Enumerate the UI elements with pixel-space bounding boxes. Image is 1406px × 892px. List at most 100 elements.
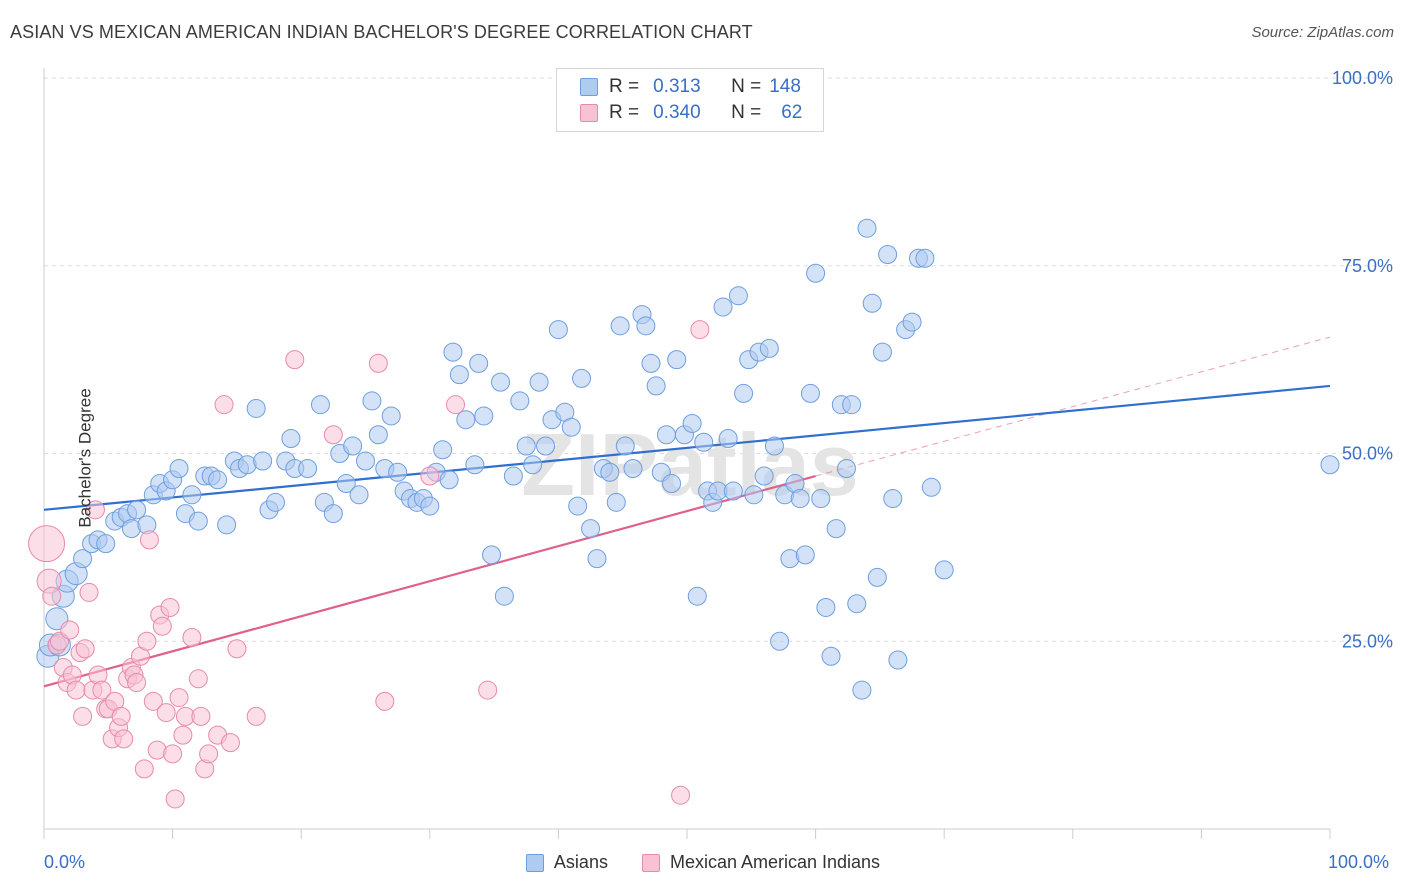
data-point-asians <box>600 462 620 482</box>
data-point-asians <box>821 646 841 666</box>
data-point-asians <box>610 316 630 336</box>
bottom-legend-mexican-american-indians: Mexican American Indians <box>641 852 880 873</box>
trend-line-mexican-american-indians-extension <box>815 336 1331 477</box>
data-point-asians <box>902 312 922 332</box>
data-point-asians <box>587 549 607 569</box>
data-point-asians <box>872 342 892 362</box>
bottom-legend-asians: Asians <box>525 852 608 873</box>
data-point-asians <box>816 597 836 617</box>
axes <box>43 68 1331 839</box>
data-point-asians <box>606 492 626 512</box>
data-point-asians <box>281 428 301 448</box>
legend-r-value: 0.313 <box>653 76 701 97</box>
data-point-asians <box>744 485 764 505</box>
data-point-asians <box>474 406 494 426</box>
data-point-asians <box>723 481 743 501</box>
legend-row-asians: R = 0.313 N = 148 <box>557 74 801 100</box>
legend-row-mexican-american-indians: R = 0.340 N = 62 <box>557 100 802 126</box>
data-point-asians <box>349 485 369 505</box>
data-point-asians <box>343 436 363 456</box>
y-axis-label: Bachelor's Degree <box>75 388 95 528</box>
data-point-asians <box>510 391 530 411</box>
legend-n-value: 148 <box>769 76 801 97</box>
legend-n-label: N = <box>731 102 762 123</box>
data-point-asians <box>188 511 208 531</box>
y-tick-label: 25.0% <box>1342 631 1393 651</box>
data-point-mexican-american-indians <box>671 785 691 805</box>
trend-line-asians <box>43 384 1331 511</box>
data-point-asians <box>1320 455 1340 475</box>
data-point-asians <box>581 519 601 539</box>
x-tick-label-max: 100.0% <box>1328 852 1390 872</box>
data-point-asians <box>713 297 733 317</box>
data-point-asians <box>439 470 459 490</box>
y-tick-label: 100.0% <box>1332 68 1393 88</box>
data-point-mexican-american-indians <box>42 586 62 606</box>
data-point-asians <box>503 466 523 486</box>
bottom-legend-label-asians: Asians <box>553 852 608 872</box>
data-point-mexican-american-indians <box>134 759 154 779</box>
data-point-mexican-american-indians <box>66 680 86 700</box>
data-point-asians <box>491 372 511 392</box>
data-point-asians <box>482 545 502 565</box>
y-tick-label: 50.0% <box>1342 444 1393 464</box>
data-point-asians <box>96 534 116 554</box>
data-point-asians <box>759 338 779 358</box>
data-point-asians <box>548 320 568 340</box>
data-point-asians <box>253 451 273 471</box>
data-point-mexican-american-indians <box>191 706 211 726</box>
data-point-asians <box>368 425 388 445</box>
data-point-asians <box>336 474 356 494</box>
x-tick-label-min: 0.0% <box>44 852 86 872</box>
data-point-asians <box>561 417 581 437</box>
legend-r-label: R = <box>609 102 640 123</box>
data-point-asians <box>362 391 382 411</box>
data-point-asians <box>694 432 714 452</box>
data-point-mexican-american-indians <box>285 350 305 370</box>
data-point-asians <box>857 218 877 238</box>
data-point-mexican-american-indians <box>163 744 183 764</box>
data-point-asians <box>842 395 862 415</box>
data-point-asians <box>847 594 867 614</box>
legend-r-label: R = <box>609 76 640 97</box>
data-point-asians <box>682 413 702 433</box>
data-point-asians <box>862 293 882 313</box>
data-point-mexican-american-indians <box>114 729 134 749</box>
legend-n-value: 62 <box>781 102 803 123</box>
data-point-asians <box>728 286 748 306</box>
data-point-mexican-american-indians <box>85 500 105 520</box>
data-point-asians <box>529 372 549 392</box>
data-point-mexican-american-indians <box>173 725 193 745</box>
data-point-asians <box>883 489 903 509</box>
data-point-mexican-american-indians <box>169 688 189 708</box>
data-point-mexican-american-indians <box>143 691 163 711</box>
data-point-asians <box>764 436 784 456</box>
trend-lines <box>43 336 1331 688</box>
data-point-asians <box>836 459 856 479</box>
data-point-asians <box>356 451 375 471</box>
data-point-asians <box>456 410 476 430</box>
data-point-asians <box>443 342 463 362</box>
trend-line-mexican-american-indians <box>43 474 816 688</box>
data-point-asians <box>246 398 266 418</box>
grid-lines <box>44 77 1392 642</box>
data-point-asians <box>646 376 666 396</box>
data-point-asians <box>888 650 908 670</box>
data-point-mexican-american-indians <box>92 680 112 700</box>
data-point-asians <box>217 515 237 535</box>
data-point-mexican-american-indians <box>165 789 185 809</box>
bottom-legend-swatch-mexican-american-indians <box>641 853 660 872</box>
data-point-asians <box>323 504 343 524</box>
data-point-asians <box>208 470 228 490</box>
bottom-legend: Asians Mexican American Indians <box>0 852 1406 873</box>
data-point-asians <box>465 455 485 475</box>
data-point-mexican-american-indians <box>137 631 157 651</box>
data-point-mexican-american-indians <box>323 425 343 445</box>
data-point-asians <box>770 631 790 651</box>
data-point-asians <box>915 248 935 268</box>
data-point-asians <box>420 496 440 516</box>
data-point-mexican-american-indians <box>199 744 219 764</box>
data-point-mexican-american-indians <box>73 706 93 726</box>
asians-points <box>36 218 1340 700</box>
